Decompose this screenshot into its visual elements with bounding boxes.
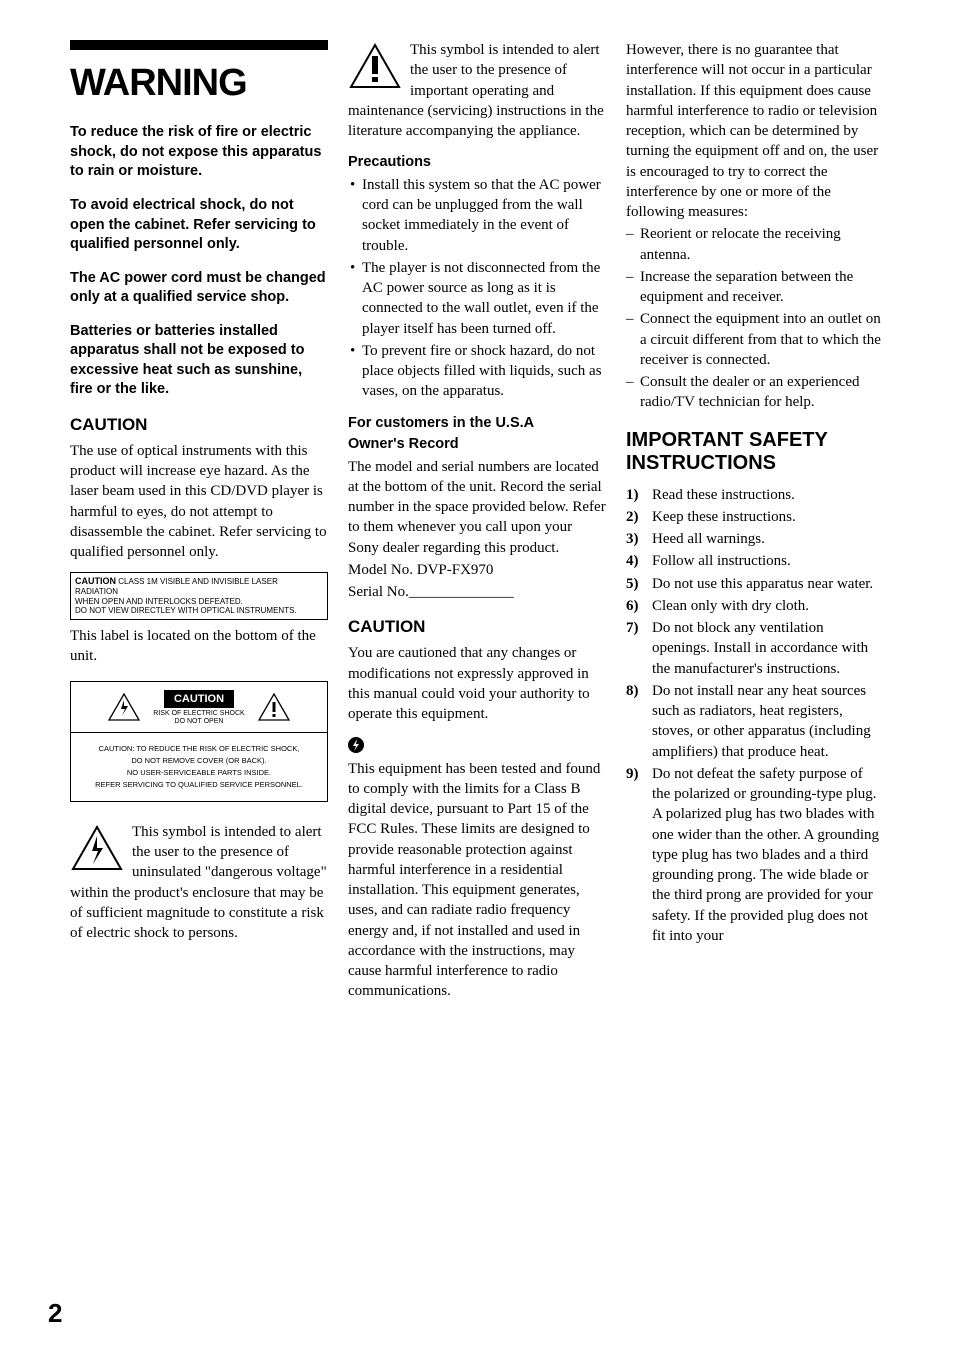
measure-3: Connect the equipment into an outlet on … bbox=[626, 309, 884, 370]
shock-triangle-icon-large bbox=[70, 824, 124, 872]
label-box-line3: DO NOT VIEW DIRECTLEY WITH OPTICAL INSTR… bbox=[75, 606, 297, 615]
safety-text-2: Keep these instructions. bbox=[652, 509, 796, 525]
safety-item-3: 3)Heed all warnings. bbox=[626, 529, 884, 549]
caution-para-1: The use of optical instruments with this… bbox=[70, 441, 328, 563]
precautions-heading: Precautions bbox=[348, 153, 606, 173]
measure-4: Consult the dealer or an experienced rad… bbox=[626, 372, 884, 413]
safety-item-6: 6)Clean only with dry cloth. bbox=[626, 596, 884, 616]
safety-text-6: Clean only with dry cloth. bbox=[652, 598, 809, 614]
safety-text-8: Do not install near any heat sources suc… bbox=[652, 683, 871, 760]
bold-block-4: Batteries or batteries installed apparat… bbox=[70, 322, 328, 400]
usa-para: The model and serial numbers are located… bbox=[348, 457, 606, 558]
precautions-list: Install this system so that the AC power… bbox=[348, 175, 606, 402]
model-line: Model No. DVP-FX970 bbox=[348, 560, 606, 580]
precaution-2: The player is not disconnected from the … bbox=[348, 258, 606, 339]
cc-bottom-3: REFER SERVICING TO QUALIFIED SERVICE PER… bbox=[77, 779, 321, 791]
column-2: This symbol is intended to alert the use… bbox=[348, 40, 606, 1004]
label-note: This label is located on the bottom of t… bbox=[70, 626, 328, 667]
caution-card-center: CAUTION RISK OF ELECTRIC SHOCK DO NOT OP… bbox=[153, 688, 244, 726]
safety-item-2: 2)Keep these instructions. bbox=[626, 507, 884, 527]
shock-triangle-icon bbox=[107, 692, 141, 722]
safety-item-5: 5)Do not use this apparatus near water. bbox=[626, 574, 884, 594]
usa-heading-2: Owner's Record bbox=[348, 435, 606, 455]
caution-card-sub2: DO NOT OPEN bbox=[175, 718, 224, 725]
label-box-head: CAUTION bbox=[75, 576, 116, 586]
safety-item-1: 1)Read these instructions. bbox=[626, 485, 884, 505]
safety-text-4: Follow all instructions. bbox=[652, 553, 791, 569]
safety-text-9: Do not defeat the safety purpose of the … bbox=[652, 766, 879, 944]
caution-card-top: CAUTION RISK OF ELECTRIC SHOCK DO NOT OP… bbox=[71, 682, 327, 733]
safety-item-7: 7)Do not block any ventilation openings.… bbox=[626, 618, 884, 679]
cc-bottom-2: NO USER-SERVICEABLE PARTS INSIDE. bbox=[77, 767, 321, 779]
safety-text-1: Read these instructions. bbox=[652, 487, 795, 503]
symbol-block-2: This symbol is intended to alert the use… bbox=[348, 40, 606, 141]
continue-para: However, there is no guarantee that inte… bbox=[626, 40, 884, 222]
laser-label-box: CAUTION CLASS 1M VISIBLE AND INVISIBLE L… bbox=[70, 572, 328, 620]
warning-bar bbox=[70, 40, 328, 50]
caution-heading-2: CAUTION bbox=[348, 616, 606, 639]
bold-block-1: To reduce the risk of fire or electric s… bbox=[70, 123, 328, 182]
label-box-line2: WHEN OPEN AND INTERLOCKS DEFEATED. bbox=[75, 597, 243, 606]
safety-title: IMPORTANT SAFETY INSTRUCTIONS bbox=[626, 429, 884, 475]
safety-text-7: Do not block any ventilation openings. I… bbox=[652, 620, 868, 677]
page-columns: WARNING To reduce the risk of fire or el… bbox=[70, 40, 884, 1004]
page-number: 2 bbox=[48, 1296, 62, 1331]
precaution-3: To prevent fire or shock hazard, do not … bbox=[348, 341, 606, 402]
exclaim-triangle-icon bbox=[257, 692, 291, 722]
precaution-1: Install this system so that the AC power… bbox=[348, 175, 606, 256]
caution-card-title: CAUTION bbox=[164, 690, 234, 709]
lightning-circle-icon bbox=[348, 737, 364, 753]
safety-item-8: 8)Do not install near any heat sources s… bbox=[626, 681, 884, 762]
safety-text-5: Do not use this apparatus near water. bbox=[652, 576, 873, 592]
caution-heading-1: CAUTION bbox=[70, 414, 328, 437]
caution-card-bottom: CAUTION: TO REDUCE THE RISK OF ELECTRIC … bbox=[71, 733, 327, 801]
measure-1: Reorient or relocate the receiving anten… bbox=[626, 224, 884, 265]
caution-card-sub: RISK OF ELECTRIC SHOCK DO NOT OPEN bbox=[153, 710, 244, 725]
measure-2: Increase the separation between the equi… bbox=[626, 267, 884, 308]
cc-bottom-0: CAUTION: TO REDUCE THE RISK OF ELECTRIC … bbox=[77, 743, 321, 755]
symbol-block-1: This symbol is intended to alert the use… bbox=[70, 822, 328, 944]
warning-title: WARNING bbox=[70, 58, 328, 109]
cc-bottom-1: DO NOT REMOVE COVER (OR BACK). bbox=[77, 755, 321, 767]
safety-item-9: 9)Do not defeat the safety purpose of th… bbox=[626, 764, 884, 946]
info-icon-row bbox=[348, 734, 606, 754]
column-3: However, there is no guarantee that inte… bbox=[626, 40, 884, 1004]
bold-block-3: The AC power cord must be changed only a… bbox=[70, 269, 328, 308]
safety-text-3: Heed all warnings. bbox=[652, 531, 765, 547]
column-1: WARNING To reduce the risk of fire or el… bbox=[70, 40, 328, 1004]
caution-para-2: You are cautioned that any changes or mo… bbox=[348, 643, 606, 724]
caution-card: CAUTION RISK OF ELECTRIC SHOCK DO NOT OP… bbox=[70, 681, 328, 802]
bold-block-2: To avoid electrical shock, do not open t… bbox=[70, 196, 328, 255]
serial-line: Serial No.______________ bbox=[348, 582, 606, 602]
safety-list: 1)Read these instructions. 2)Keep these … bbox=[626, 485, 884, 947]
fcc-para: This equipment has been tested and found… bbox=[348, 759, 606, 1002]
usa-heading-1: For customers in the U.S.A bbox=[348, 414, 606, 434]
exclaim-triangle-icon-large bbox=[348, 42, 402, 90]
safety-item-4: 4)Follow all instructions. bbox=[626, 551, 884, 571]
caution-card-sub1: RISK OF ELECTRIC SHOCK bbox=[153, 710, 244, 717]
measures-list: Reorient or relocate the receiving anten… bbox=[626, 224, 884, 412]
